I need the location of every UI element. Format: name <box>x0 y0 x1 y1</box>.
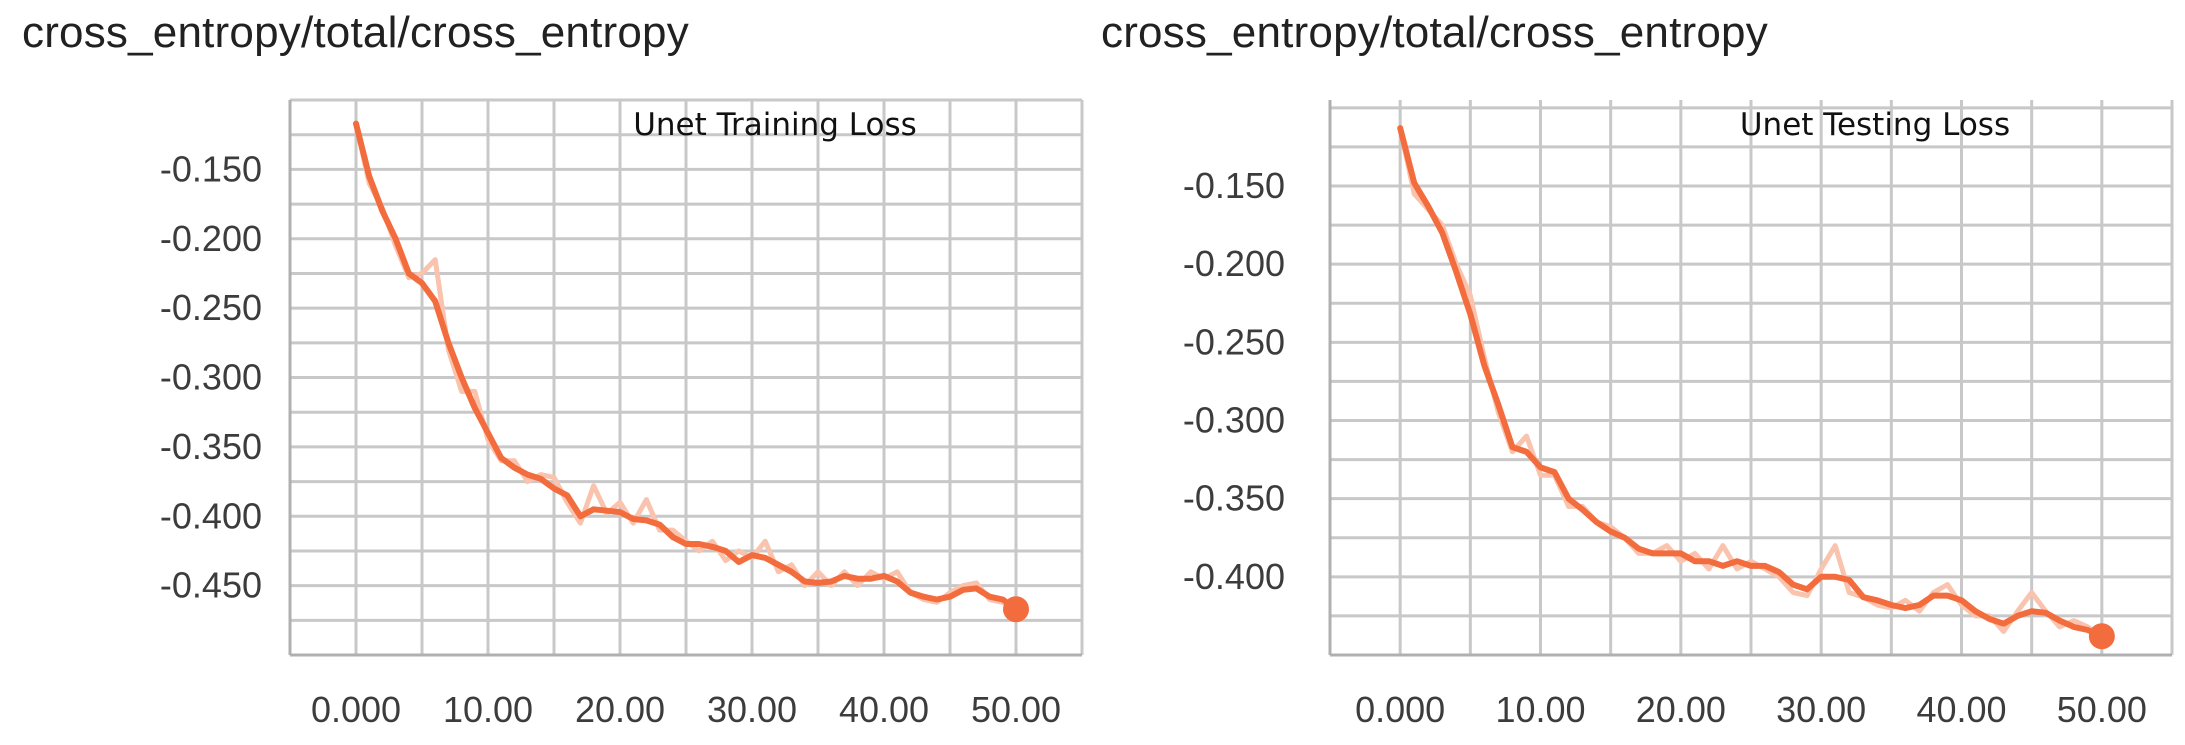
chart-annotation: Unet Testing Loss <box>1740 107 2010 143</box>
x-tick-label: 0.000 <box>1355 689 1445 730</box>
y-tick-label: -0.300 <box>1183 399 1285 440</box>
y-tick-label: -0.250 <box>160 287 262 328</box>
y-tick-label: -0.350 <box>1183 478 1285 519</box>
y-tick-label: -0.200 <box>1183 243 1285 284</box>
grid <box>1328 100 2174 657</box>
x-tick-label: 50.00 <box>971 689 1061 730</box>
y-tick-label: -0.250 <box>1183 321 1285 362</box>
x-tick-label: 20.00 <box>1636 689 1726 730</box>
chart-title: cross_entropy/total/cross_entropy <box>22 8 689 57</box>
x-tick-label: 30.00 <box>707 689 797 730</box>
x-tick-label: 10.00 <box>1495 689 1585 730</box>
y-tick-label: -0.450 <box>160 565 262 606</box>
x-tick-label: 50.00 <box>2057 689 2147 730</box>
y-tick-label: -0.400 <box>160 495 262 536</box>
x-tick-label: 40.00 <box>839 689 929 730</box>
series-endpoint-marker <box>2088 623 2115 650</box>
x-tick-label: 40.00 <box>1916 689 2006 730</box>
y-tick-label: -0.200 <box>160 218 262 259</box>
x-tick-label: 30.00 <box>1776 689 1866 730</box>
y-tick-label: -0.400 <box>1183 556 1285 597</box>
series-endpoint-marker <box>1003 596 1029 623</box>
y-tick-label: -0.150 <box>1183 165 1285 206</box>
y-tick-label: -0.150 <box>160 148 262 189</box>
chart-annotation: Unet Training Loss <box>633 107 917 143</box>
x-tick-label: 0.000 <box>311 689 401 730</box>
plot-area: -0.150 -0.200 -0.250 -0.300 -0.350 -0.400 0.00… <box>1183 100 2174 730</box>
y-tick-label: -0.300 <box>160 357 262 398</box>
chart-panel-training: cross_entropy/total/cross_entropy -0.150… <box>22 8 1084 730</box>
series-line-smoothed <box>1397 125 2105 640</box>
x-tick-label: 20.00 <box>575 689 665 730</box>
grid <box>288 98 1084 657</box>
plot-area: -0.150 -0.200 -0.250 -0.300 -0.350 -0.400 -0.4… <box>160 98 1084 730</box>
chart-title: cross_entropy/total/cross_entropy <box>1101 8 1768 57</box>
chart-panel-testing: cross_entropy/total/cross_entropy -0.150… <box>1100 0 2185 745</box>
series-line-smoothed <box>353 120 1019 613</box>
y-tick-label: -0.350 <box>160 426 262 467</box>
x-tick-label: 10.00 <box>443 689 533 730</box>
